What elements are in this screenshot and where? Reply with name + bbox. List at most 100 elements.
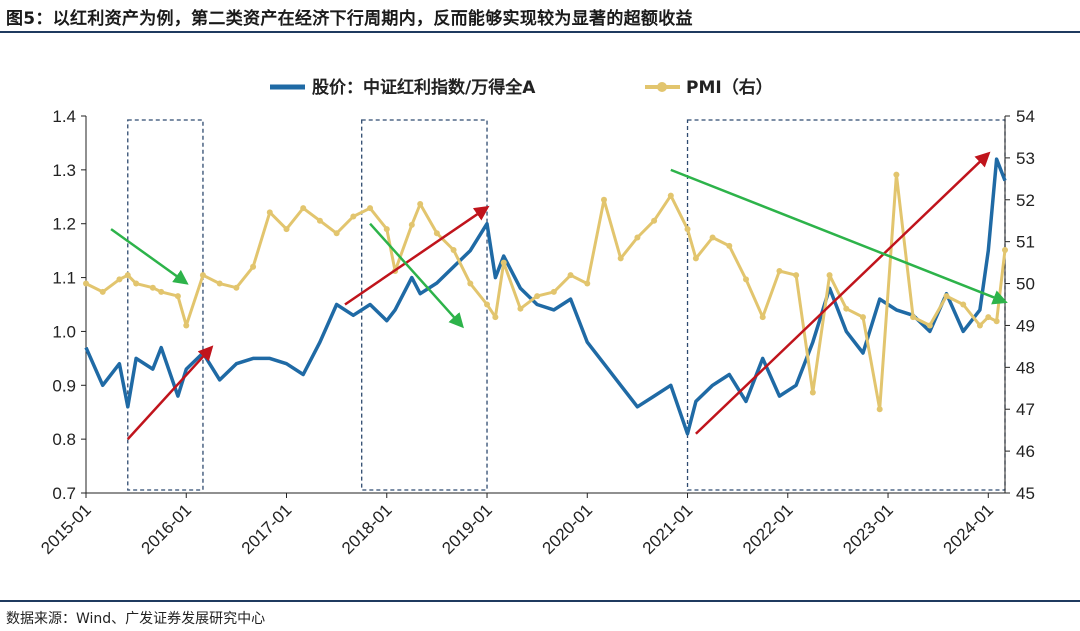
top-rule [0,31,1080,33]
y-right-tick-label: 49 [1016,316,1035,335]
y-right-tick-label: 51 [1016,233,1035,252]
pmi-point [216,280,223,287]
pmi-point [433,230,440,237]
pmi-point [976,322,983,329]
y-left-tick-label: 1.4 [52,107,76,126]
y-left-tick-label: 0.9 [52,376,76,395]
highlight-box-1 [127,119,204,491]
trend-arrows [110,151,1008,440]
axes: 0.7 0.8 0.9 1.0 1.1 1.2 1.3 1.4 45 46 47 48 49 50 51 52… [37,107,1035,558]
pmi-point [826,272,833,279]
pmi-point [943,293,950,300]
highlight-box-3 [686,119,1006,491]
pmi-point [600,196,607,203]
source-note: 数据来源：Wind、广发证券发展研究中心 [6,611,266,627]
pmi-point [83,280,89,287]
legend: 股价：中证红利指数/万得全A PMI（右） [270,77,773,98]
pmi-point [759,314,766,321]
pmi-point [692,255,699,262]
y-left-tick-label: 0.8 [52,430,76,449]
figure-title: 图5：以红利资产为例，第二类资产在经济下行周期内，反而能够实现较为显著的超额收益 [6,9,693,29]
x-tick-label: 2015-01 [37,500,95,558]
pmi-point [776,267,783,274]
bottom-rule [0,600,1080,602]
y-right-tick-label: 45 [1016,484,1035,503]
chart: 0.7 0.8 0.9 1.0 1.1 1.2 1.3 1.4 45 46 47 48 49 50 51 52… [37,77,1035,558]
up-trend-arrow-5 [695,151,991,435]
pmi-point [467,280,474,287]
pmi-point [266,209,273,216]
pmi-point [617,255,624,262]
pmi-point [684,226,691,233]
pmi-point [726,242,733,249]
pmi-point [584,280,591,287]
pmi-point [743,276,750,283]
pmi-point [233,284,240,291]
pmi-point [809,389,816,396]
pmi-point [910,314,917,321]
pmi-point [133,280,140,287]
pmi-point [960,301,967,308]
pmi-point [843,305,850,312]
series-line-stock-ratio [84,157,1007,436]
x-tick-label: 2019-01 [438,500,496,558]
pmi-point [116,276,123,283]
pmi-point [199,272,206,279]
pmi-point [634,234,641,241]
pmi-point [651,217,658,224]
x-tick-label: 2024-01 [940,500,998,558]
y-left-tick-label: 1.1 [52,269,76,288]
y-right-tick-label: 53 [1016,149,1035,168]
pmi-point [350,213,357,220]
down-trend-arrow-2 [110,228,189,285]
pmi-point [876,406,883,413]
highlight-boxes [127,119,1006,491]
legend-label-stock: 股价：中证红利指数/万得全A [312,77,536,98]
y-right-tick-label: 50 [1016,275,1035,294]
pmi-point [484,301,491,308]
pmi-point [926,322,933,329]
y-right-tick-label: 46 [1016,442,1035,461]
x-tick-label: 2022-01 [739,500,797,558]
legend-marker-pmi [657,82,667,92]
pmi-point [408,221,415,228]
pmi-point [158,288,165,295]
y-right-tick-label: 52 [1016,191,1035,210]
down-trend-arrow-6 [670,168,1008,305]
x-tick-label: 2017-01 [238,500,296,558]
pmi-point [993,318,1000,325]
x-tick-label: 2020-01 [539,500,597,558]
pmi-point [367,205,374,212]
pmi-point [333,230,340,237]
pmi-point [550,288,557,295]
pmi-point [517,305,524,312]
pmi-point [383,226,390,233]
x-tick-label: 2016-01 [138,500,196,558]
y-right-tick-label: 48 [1016,358,1035,377]
y-left-tick-label: 1.2 [52,215,76,234]
pmi-point [316,217,323,224]
pmi-point [450,247,457,254]
pmi-point [500,259,507,266]
y-left-tick-label: 0.7 [52,484,76,503]
y-right-tick-label: 54 [1016,107,1035,126]
pmi-point [985,314,992,321]
pmi-point [99,288,106,295]
legend-label-pmi: PMI（右） [686,77,773,98]
pmi-point [893,171,900,178]
pmi-point [859,314,866,321]
up-trend-arrow-3 [344,205,490,306]
pmi-point [534,293,541,300]
pmi-point [793,272,800,279]
down-trend-arrow-4 [369,222,464,329]
pmi-point [300,205,307,212]
pmi-point [709,234,716,241]
pmi-point [149,284,156,291]
series-lines [83,157,1008,436]
x-tick-label: 2021-01 [639,500,697,558]
y-left-tick-label: 1.3 [52,161,76,180]
pmi-point [250,263,257,270]
y-left-tick-label: 1.0 [52,322,76,341]
x-tick-label: 2018-01 [338,500,396,558]
y-right-tick-label: 47 [1016,400,1035,419]
